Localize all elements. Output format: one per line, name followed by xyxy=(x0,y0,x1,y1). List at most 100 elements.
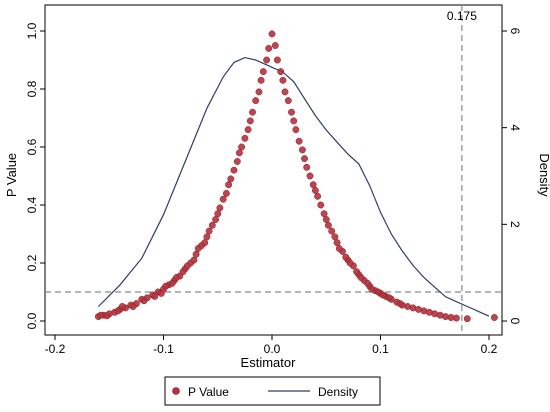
p-value-point xyxy=(342,253,350,261)
x-tick-label: -0.2 xyxy=(45,342,66,356)
y2-axis-title: Density xyxy=(537,153,550,197)
p-value-point xyxy=(303,163,311,171)
p-value-point xyxy=(490,314,498,321)
p-value-point xyxy=(118,303,126,310)
y2-tick-label: 0 xyxy=(508,318,522,325)
x-tick-label: 0.2 xyxy=(481,342,498,356)
p-value-point xyxy=(311,187,319,194)
p-value-point xyxy=(252,97,260,105)
y2-tick-label: 4 xyxy=(508,124,522,131)
p-value-point xyxy=(140,297,148,305)
p-value-point xyxy=(333,239,341,247)
p-value-point xyxy=(364,279,371,287)
p-value-point xyxy=(173,274,180,281)
p-value-point xyxy=(203,233,211,241)
density-layer xyxy=(97,56,490,317)
p-value-point xyxy=(235,149,243,157)
ticks-layer: -0.2 -0.1 0.0 0.1 0.2 0.0 0.2 0.4 0.6 0.8 1.0 0 2 4 6 xyxy=(25,22,522,356)
p-value-point xyxy=(335,245,343,252)
p-value-point xyxy=(268,30,276,38)
legend-label-p-value: P Value xyxy=(188,385,229,399)
p-value-point xyxy=(317,201,325,209)
y-tick-label: 0.8 xyxy=(25,80,39,97)
p-value-point xyxy=(463,315,471,323)
p-value-point xyxy=(281,88,289,96)
p-value-point xyxy=(219,195,227,203)
p-value-point xyxy=(306,172,314,180)
x-tick-label: 0.0 xyxy=(264,342,281,356)
y-tick-label: 1.0 xyxy=(25,22,39,39)
p-value-point xyxy=(216,204,224,212)
plot-area-border xyxy=(44,4,503,336)
p-value-point xyxy=(241,134,249,142)
plot-frame xyxy=(44,4,503,336)
p-value-point xyxy=(271,42,279,49)
p-value-point xyxy=(320,210,328,218)
p-value-point xyxy=(314,192,322,200)
p-value-point xyxy=(396,300,404,308)
legend: P Value Density xyxy=(164,376,381,406)
y-axis-title: P Value xyxy=(4,153,19,197)
p-value-point xyxy=(324,221,332,229)
reference-lines xyxy=(45,5,502,335)
points-layer xyxy=(94,30,498,323)
p-value-point xyxy=(295,137,303,145)
p-value-point xyxy=(212,216,220,223)
p-value-point xyxy=(249,108,256,116)
y-tick-label: 0.0 xyxy=(25,312,39,329)
p-value-point xyxy=(288,108,295,116)
x-tick-label: 0.1 xyxy=(372,342,389,356)
p-value-point xyxy=(265,44,273,52)
y-tick-label: 0.4 xyxy=(25,196,39,213)
p-value-point xyxy=(162,282,170,290)
p-value-point xyxy=(233,158,241,165)
p-value-point xyxy=(194,245,202,252)
p-value-point xyxy=(214,210,222,218)
p-value-point xyxy=(129,303,137,310)
p-value-point xyxy=(368,285,376,293)
p-value-point xyxy=(404,303,412,310)
p-value-point xyxy=(447,314,455,321)
p-value-point xyxy=(353,268,361,276)
p-value-point xyxy=(225,181,233,189)
p-value-point xyxy=(205,227,213,235)
p-value-point xyxy=(357,274,365,281)
density-line xyxy=(97,56,490,317)
p-value-point xyxy=(97,311,105,319)
p-value-point xyxy=(227,175,235,183)
p-value-point xyxy=(255,88,263,96)
p-value-point xyxy=(379,291,387,299)
p-value-point xyxy=(290,117,298,125)
x-tick-label: -0.1 xyxy=(153,342,174,356)
p-value-point xyxy=(103,312,111,320)
p-value-point xyxy=(415,305,422,313)
p-value-point xyxy=(208,221,216,229)
p-value-point xyxy=(190,256,198,264)
vertical-reference-label: 0.175 xyxy=(447,9,477,23)
p-value-point xyxy=(436,311,444,319)
x-axis-title: Estimator xyxy=(241,355,297,370)
p-value-point xyxy=(230,166,238,174)
p-value-point xyxy=(238,143,246,151)
p-value-point xyxy=(309,181,317,189)
legend-label-density: Density xyxy=(318,385,358,399)
p-value-point xyxy=(183,262,191,270)
p-value-point xyxy=(201,239,209,247)
p-value-point xyxy=(168,279,176,287)
p-value-point xyxy=(222,189,230,197)
p-value-point xyxy=(301,155,308,163)
p-value-point xyxy=(192,250,200,258)
y2-tick-label: 6 xyxy=(508,28,522,35)
p-value-point xyxy=(284,97,292,105)
p-value-point xyxy=(273,56,281,64)
p-value-point xyxy=(385,294,393,302)
p-value-point xyxy=(425,308,433,316)
p-value-point xyxy=(298,146,306,154)
p-value-point xyxy=(151,292,159,300)
p-value-point xyxy=(346,259,354,267)
p-value-point xyxy=(244,126,252,134)
y2-tick-label: 2 xyxy=(508,221,522,228)
p-value-point xyxy=(179,268,187,276)
p-value-point xyxy=(279,76,287,84)
